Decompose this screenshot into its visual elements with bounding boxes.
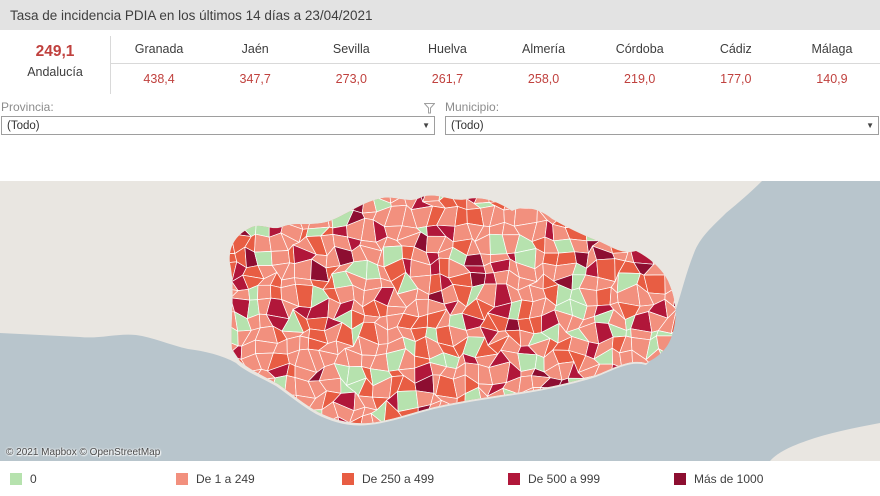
page-title: Tasa de incidencia PDIA en los últimos 1… — [10, 7, 373, 23]
provincia-select-value: (Todo) — [7, 119, 40, 132]
legend-swatch — [342, 472, 354, 485]
province-incidence-value: 261,7 — [431, 72, 464, 86]
provincia-select[interactable]: (Todo) ▼ — [1, 116, 435, 135]
province-column: Cádiz 177,0 — [687, 36, 784, 94]
province-incidence-value: 177,0 — [720, 72, 752, 86]
province-name: Sevilla — [303, 36, 400, 64]
province-incidence-value: 258,0 — [527, 72, 560, 86]
municipality-cell[interactable] — [348, 415, 364, 432]
province-incidence-value: 438,4 — [143, 72, 175, 86]
municipio-select[interactable]: (Todo) ▼ — [445, 116, 879, 135]
province-name: Granada — [111, 36, 208, 64]
municipality-cell[interactable] — [270, 284, 282, 300]
province-name: Málaga — [783, 36, 880, 64]
provincia-filter: Provincia: (Todo) ▼ — [1, 98, 435, 135]
province-column: Granada 438,4 — [111, 36, 208, 94]
region-incidence-value: 249,1 — [35, 43, 75, 60]
municipality-cell[interactable] — [370, 399, 387, 425]
province-column: Jaén 347,7 — [207, 36, 304, 94]
chevron-down-icon: ▼ — [422, 120, 430, 130]
province-table: Granada 438,4 Jaén 347,7 Sevilla 273,0 Huelva 2… — [110, 36, 880, 94]
morocco-land — [770, 423, 880, 461]
municipio-filter: Municipio: (Todo) ▼ — [445, 98, 879, 135]
legend-swatch — [176, 472, 188, 485]
province-stats: 249,1 Andalucía Granada 438,4 Jaén 347,7 Sev… — [0, 30, 880, 94]
municipality-cell[interactable] — [254, 251, 273, 266]
region-summary: 249,1 Andalucía — [0, 36, 110, 94]
map-container: © 2021 Mapbox © OpenStreetMap — [0, 181, 880, 461]
region-name: Andalucía — [27, 65, 83, 79]
legend-label: 0 — [30, 471, 37, 486]
provincia-filter-label: Provincia: — [1, 100, 54, 114]
province-incidence-value: 273,0 — [335, 72, 367, 86]
municipio-select-value: (Todo) — [451, 119, 484, 132]
choropleth-map[interactable] — [0, 181, 880, 461]
legend-item[interactable]: 0 — [10, 472, 176, 486]
legend-item[interactable]: De 500 a 999 — [508, 472, 674, 486]
legend-item[interactable]: De 1 a 249 — [176, 472, 342, 486]
province-name: Jaén — [207, 36, 304, 64]
legend-label: De 1 a 249 — [196, 471, 255, 486]
province-name: Cádiz — [687, 36, 784, 64]
municipio-filter-label: Municipio: — [445, 100, 500, 114]
province-column: Córdoba 219,0 — [591, 36, 688, 94]
legend-item[interactable]: De 250 a 499 — [342, 472, 508, 486]
province-name: Huelva — [399, 36, 496, 64]
map-attribution: © 2021 Mapbox © OpenStreetMap — [6, 447, 161, 458]
province-incidence-value: 219,0 — [624, 72, 656, 86]
filter-funnel-icon[interactable] — [424, 103, 435, 114]
title-bar: Tasa de incidencia PDIA en los últimos 1… — [0, 0, 880, 30]
legend-swatch — [10, 472, 22, 485]
province-incidence-value: 140,9 — [816, 72, 848, 86]
municipality-cell[interactable] — [257, 284, 272, 300]
legend-swatch — [674, 472, 686, 485]
legend-item[interactable]: Más de 1000 — [674, 472, 840, 486]
legend-swatch — [508, 472, 520, 485]
municipality-cell[interactable] — [254, 233, 272, 253]
legend-label: De 500 a 999 — [528, 471, 601, 486]
legend-label: De 250 a 499 — [362, 471, 435, 486]
municipality-cell[interactable] — [299, 335, 310, 351]
province-name: Almería — [495, 36, 592, 64]
legend-label: Más de 1000 — [694, 471, 764, 486]
province-column: Sevilla 273,0 — [303, 36, 400, 94]
province-incidence-value: 347,7 — [239, 72, 271, 86]
filter-bar: Provincia: (Todo) ▼ Municipio: (Todo) ▼ — [0, 94, 880, 135]
municipality-cell[interactable] — [664, 298, 677, 319]
municipality-cell[interactable] — [360, 413, 376, 431]
province-column: Huelva 261,7 — [399, 36, 496, 94]
province-name: Córdoba — [591, 36, 688, 64]
province-column: Málaga 140,9 — [783, 36, 880, 94]
municipality-cell[interactable] — [596, 286, 612, 306]
municipality-cell[interactable] — [656, 330, 678, 337]
chevron-down-icon: ▼ — [866, 120, 874, 130]
province-column: Almería 258,0 — [495, 36, 592, 94]
legend: 0 De 1 a 249 De 250 a 499 De 500 a 999 Más d… — [0, 461, 880, 496]
